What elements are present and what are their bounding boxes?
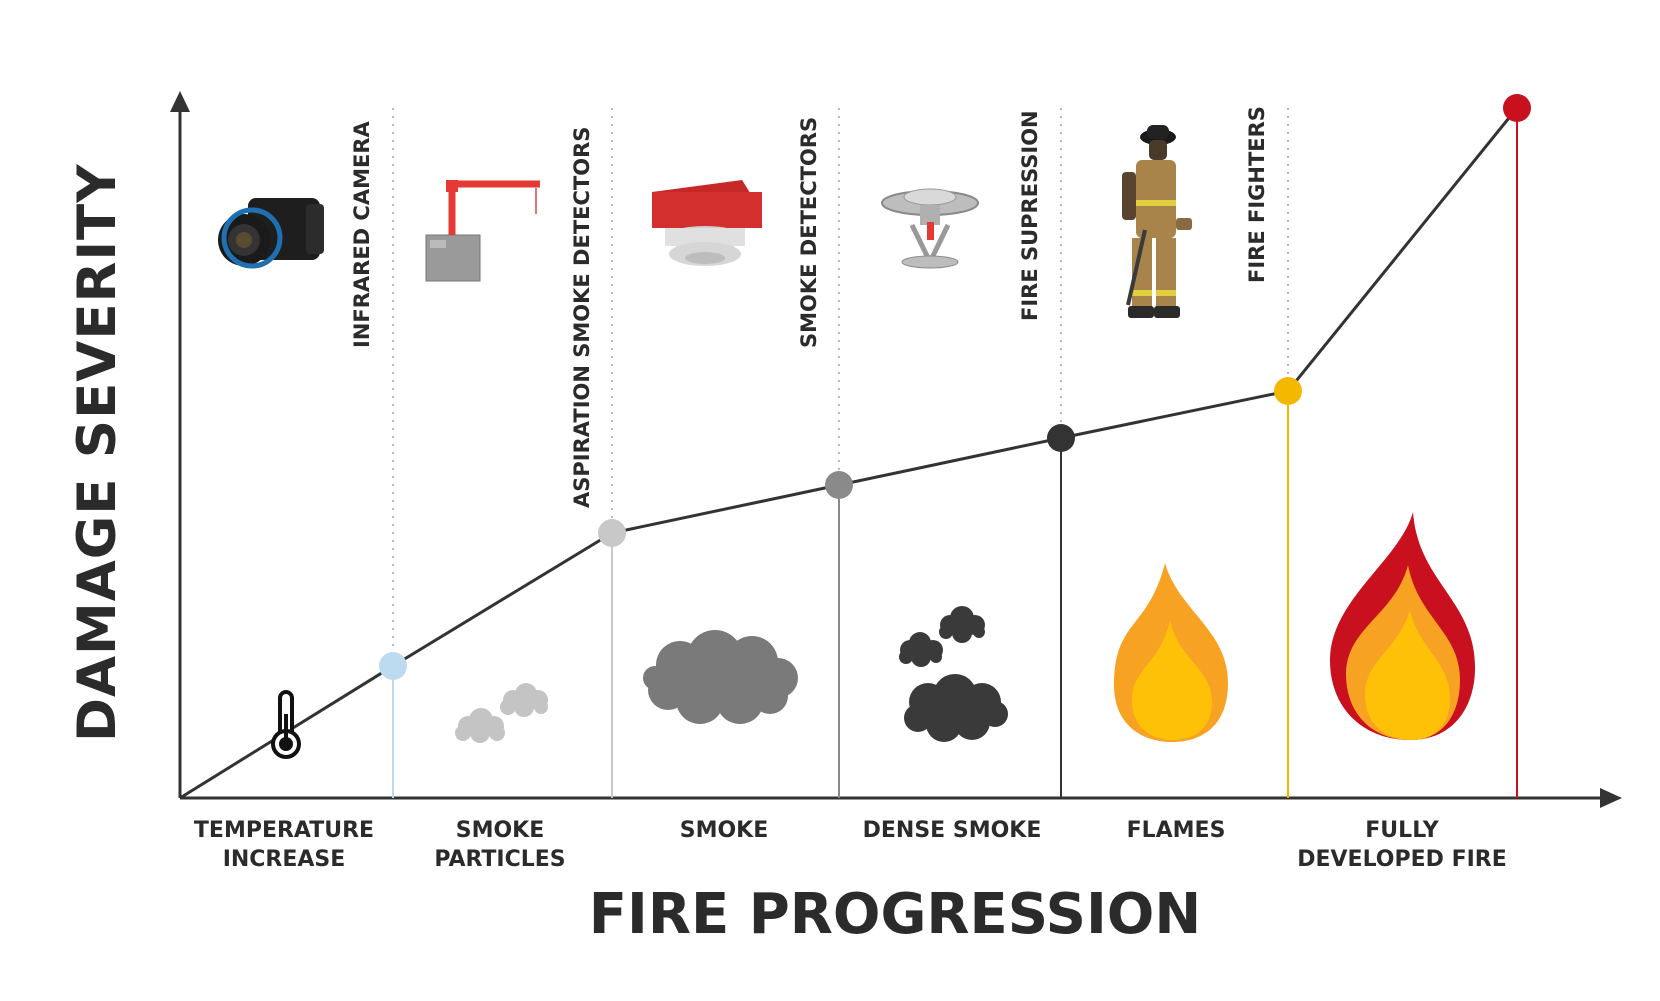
point-6 xyxy=(1503,94,1531,122)
thermometer-icon xyxy=(271,690,301,759)
x-axis-title: FIRE PROGRESSION xyxy=(588,882,1202,947)
point-3 xyxy=(825,471,853,499)
stage-separators xyxy=(392,108,1289,655)
stage-label-smoke-particles: SMOKE PARTICLES xyxy=(434,818,566,872)
point-2 xyxy=(598,519,626,547)
large-fire-icon xyxy=(1330,512,1475,740)
y-axis-title: DAMAGE SEVERITY xyxy=(67,163,128,742)
y-axis-arrowhead xyxy=(170,91,190,112)
stage-label-smoke: SMOKE xyxy=(679,818,769,843)
smoke-cloud-icon xyxy=(643,630,798,724)
point-4 xyxy=(1047,424,1075,452)
point-1 xyxy=(379,652,407,680)
device-label-infrared-camera: INFRARED CAMERA xyxy=(350,121,374,348)
progression-line xyxy=(179,107,1519,800)
dense-smoke-icon xyxy=(899,606,1008,742)
point-5 xyxy=(1274,377,1302,405)
smoke-particles-icon xyxy=(455,683,548,743)
aspiration-detector-icon xyxy=(425,180,540,282)
device-label-smoke-detectors: SMOKE DETECTORS xyxy=(797,116,821,348)
device-label-fire-supression: FIRE SUPRESSION xyxy=(1018,110,1042,321)
stage-label-fully-developed-fire: FULLY DEVELOPED FIRE xyxy=(1297,818,1507,872)
stage-label-flames: FLAMES xyxy=(1126,818,1226,843)
firefighter-icon xyxy=(1122,125,1192,318)
device-label-fire-fighters: FIRE FIGHTERS xyxy=(1245,106,1269,283)
stage-label-temperature-increase: TEMPERATURE INCREASE xyxy=(193,818,375,872)
axes xyxy=(170,91,1622,808)
flame-icon xyxy=(1114,563,1228,742)
infrared-camera-icon xyxy=(218,198,324,269)
drop-lines xyxy=(392,108,1518,798)
stage-label-dense-smoke: DENSE SMOKE xyxy=(862,818,1042,843)
progression-points xyxy=(379,94,1531,680)
device-label-aspiration-smoke-detectors: ASPIRATION SMOKE DETECTORS xyxy=(570,126,594,508)
smoke-detector-icon xyxy=(652,180,762,266)
x-axis-arrowhead xyxy=(1600,788,1622,808)
sprinkler-icon xyxy=(881,188,979,269)
